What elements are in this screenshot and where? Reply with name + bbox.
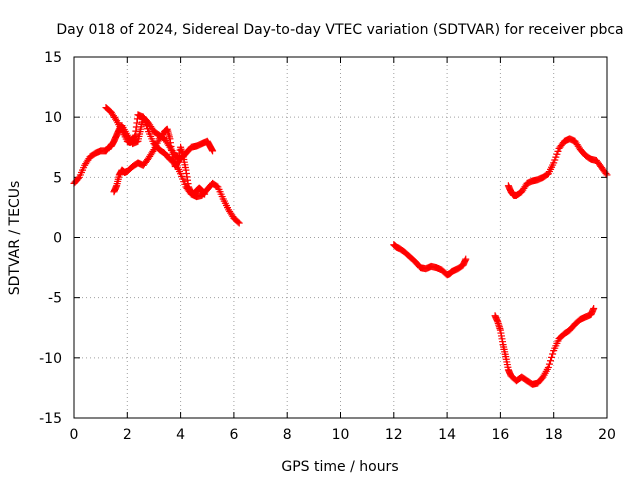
y-tick-label: 0	[53, 231, 62, 247]
x-tick-label: 18	[545, 427, 563, 443]
x-tick-labels: 0 2 4 6 8 10 12 14 16 18 20	[70, 427, 616, 443]
data-point	[602, 169, 610, 177]
data-point	[544, 363, 552, 371]
data-markers	[70, 104, 611, 388]
y-tick-label: 5	[53, 170, 62, 186]
satellite-track-5	[491, 304, 598, 388]
satellite-track-4	[390, 241, 470, 279]
data-point	[235, 219, 243, 227]
x-tick-label: 10	[332, 427, 350, 443]
data-point	[74, 175, 82, 183]
y-tick-label: -5	[48, 291, 62, 307]
x-tick-label: 16	[491, 427, 509, 443]
x-tick-label: 12	[385, 427, 403, 443]
y-tick-label: -15	[39, 411, 62, 427]
plot-frame	[73, 56, 608, 419]
x-tick-label: 20	[598, 427, 616, 443]
data-point	[545, 360, 553, 368]
data-point	[590, 304, 598, 312]
satellite-track-3	[110, 125, 209, 198]
data-point	[547, 357, 555, 365]
data-point	[201, 190, 209, 198]
x-tick-label: 14	[438, 427, 456, 443]
x-tick-label: 4	[176, 427, 185, 443]
x-axis-title: GPS time / hours	[281, 459, 398, 475]
data-point	[112, 115, 120, 123]
x-tick-label: 2	[123, 427, 132, 443]
grid	[74, 57, 607, 418]
data-point	[462, 255, 470, 263]
data-point	[549, 350, 557, 358]
satellite-track-6	[504, 135, 611, 199]
y-tick-label: -10	[39, 351, 62, 367]
chart-title: Day 018 of 2024, Sidereal Day-to-day VTE…	[56, 22, 623, 38]
data-point	[209, 147, 217, 155]
data-point	[234, 218, 242, 226]
satellite-track-1	[70, 113, 217, 187]
x-tick-label: 6	[229, 427, 238, 443]
data-point	[149, 147, 157, 155]
y-tick-labels: -15 -10 -5 0 5 10 15	[39, 50, 62, 427]
x-tick-label: 8	[283, 427, 292, 443]
x-tick-label: 0	[70, 427, 79, 443]
y-tick-label: 10	[44, 110, 62, 126]
y-tick-label: 15	[44, 50, 62, 66]
data-point	[548, 353, 556, 361]
y-axis-title: SDTVAR / TECUs	[7, 181, 23, 296]
